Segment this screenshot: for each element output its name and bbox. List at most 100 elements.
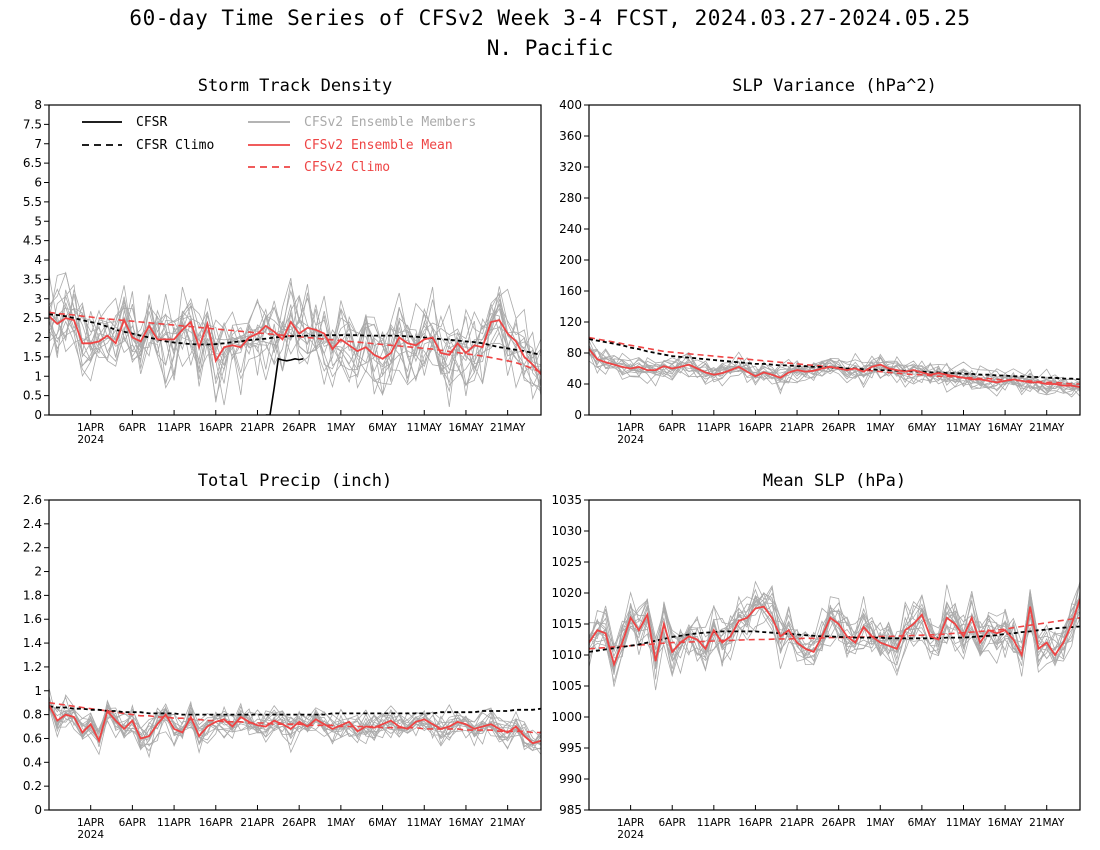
plot-frame — [48, 499, 542, 811]
y-tick-label: 1005 — [551, 679, 582, 693]
y-tick-label: 200 — [559, 253, 582, 267]
ensemble-mean-line — [49, 704, 541, 745]
x-tick-label: 21MAY — [490, 817, 526, 829]
x-tick-label: 1MAY — [866, 817, 895, 829]
x-tick-label: 6APR — [658, 817, 686, 829]
plot-frame — [48, 104, 542, 416]
x-tick-year: 2024 — [617, 829, 644, 841]
x-tick-label: 11MAY — [946, 817, 982, 829]
ensemble-member-line — [589, 345, 1080, 398]
ensemble-member-line — [49, 703, 541, 744]
x-tick-label: 6APR — [119, 422, 147, 434]
y-tick-label: 1015 — [551, 617, 582, 631]
legend-mean-label: CFSv2 Ensemble Mean — [304, 138, 453, 153]
panel-title: Storm Track Density — [198, 76, 392, 96]
cfsv2-climo-line — [49, 311, 541, 374]
chart-panel-3: Mean SLP (hPa) 985 990 995 1000 1005 1010 1015 1… — [551, 471, 1081, 841]
x-tick-label: 1MAY — [327, 422, 356, 434]
ensemble-member-line — [589, 580, 1080, 678]
x-tick-label: 21APR — [240, 422, 274, 434]
ensemble-member-line — [589, 601, 1080, 680]
y-tick-label: 995 — [559, 741, 582, 755]
cfsr-climo-line — [49, 705, 541, 716]
x-tick-label: 21MAY — [490, 422, 526, 434]
y-tick-label: 1030 — [551, 524, 582, 538]
y-tick-label: 80 — [567, 346, 582, 360]
x-tick-label: 21APR — [240, 817, 274, 829]
y-tick-label: 4.5 — [23, 234, 42, 248]
x-tick-label: 21APR — [780, 817, 814, 829]
y-tick-label: 5.5 — [23, 195, 42, 209]
y-tick-label: 0.5 — [23, 389, 42, 403]
x-tick-year: 2024 — [617, 434, 644, 446]
y-tick-label: 1035 — [551, 493, 582, 507]
ensemble-member-line — [49, 273, 541, 387]
x-tick-label: 6MAY — [908, 817, 937, 829]
chart-panel-2: Total Precip (inch) 0 0.2 0.4 0.6 0.8 1 1.2 1.4 1… — [23, 471, 542, 841]
x-tick-label: 16APR — [199, 422, 233, 434]
ensemble-member-line — [589, 351, 1080, 394]
x-tick-year: 2024 — [77, 829, 104, 841]
y-tick-label: 0.4 — [23, 755, 42, 769]
chart-panel-0: Storm Track Density 0 0.5 1 1.5 2 2.5 3 3.5 4 4.5 5… — [23, 76, 542, 446]
x-tick-label: 11APR — [697, 422, 731, 434]
ensemble-member-line — [589, 584, 1080, 671]
y-tick-label: 0.2 — [23, 779, 42, 793]
y-tick-label: 2.4 — [23, 517, 42, 531]
y-tick-label: 320 — [559, 160, 582, 174]
ensemble-member-line — [49, 297, 541, 385]
x-tick-label: 1MAY — [327, 817, 356, 829]
y-tick-label: 1 — [34, 369, 42, 383]
figure-title: 60-day Time Series of CFSv2 Week 3-4 FCS… — [129, 6, 971, 30]
y-tick-label: 8 — [34, 98, 42, 112]
x-tick-label: 1APR — [617, 422, 645, 434]
y-tick-label: 2 — [34, 565, 42, 579]
y-tick-label: 1.6 — [23, 612, 42, 626]
y-tick-label: 2.5 — [23, 311, 42, 325]
ensemble-member-line — [49, 277, 541, 378]
y-tick-label: 2.6 — [23, 493, 42, 507]
ensemble-mean-line — [589, 348, 1080, 388]
y-tick-label: 240 — [559, 222, 582, 236]
ensemble-member-line — [49, 687, 541, 751]
y-tick-label: 0 — [34, 408, 42, 422]
y-tick-label: 7.5 — [23, 117, 42, 131]
y-tick-label: 1020 — [551, 586, 582, 600]
x-tick-label: 6APR — [119, 817, 147, 829]
x-tick-label: 16MAY — [988, 817, 1024, 829]
y-tick-label: 6.5 — [23, 156, 42, 170]
legend-cfsv2-climo-label: CFSv2 Climo — [304, 160, 390, 175]
chart-panel-1: SLP Variance (hPa^2) 0 40 80 120 160 200 240 280… — [559, 76, 1081, 446]
ensemble-mean-line — [49, 315, 541, 375]
cfsr-climo-line — [589, 625, 1080, 653]
y-tick-label: 5 — [34, 214, 42, 228]
x-tick-label: 26APR — [282, 422, 316, 434]
y-tick-label: 1.8 — [23, 588, 42, 602]
x-tick-label: 16APR — [199, 817, 233, 829]
y-tick-label: 0.6 — [23, 731, 42, 745]
panel-title: Total Precip (inch) — [198, 471, 392, 491]
y-tick-label: 3.5 — [23, 272, 42, 286]
x-tick-label: 21APR — [780, 422, 814, 434]
x-tick-label: 11MAY — [946, 422, 982, 434]
x-tick-label: 1APR — [617, 817, 645, 829]
x-tick-label: 26APR — [822, 422, 856, 434]
x-tick-label: 11APR — [697, 817, 731, 829]
ensemble-member-line — [49, 272, 541, 388]
plot-frame — [588, 104, 1081, 416]
x-tick-label: 1MAY — [866, 422, 895, 434]
y-tick-label: 280 — [559, 191, 582, 205]
y-tick-label: 0 — [34, 803, 42, 817]
ensemble-member-line — [49, 284, 541, 388]
y-tick-label: 160 — [559, 284, 582, 298]
x-tick-label: 16APR — [738, 422, 772, 434]
legend: CFSR CFSR Climo CFSv2 Ensemble Members CFSv… — [82, 115, 476, 175]
x-tick-label: 6MAY — [368, 422, 397, 434]
legend-members-label: CFSv2 Ensemble Members — [304, 115, 476, 130]
x-tick-label: 21MAY — [1029, 817, 1065, 829]
cfsv2-climo-line — [589, 336, 1080, 385]
y-tick-label: 40 — [567, 377, 582, 391]
y-tick-label: 1.4 — [23, 636, 42, 650]
y-tick-label: 1000 — [551, 710, 582, 724]
